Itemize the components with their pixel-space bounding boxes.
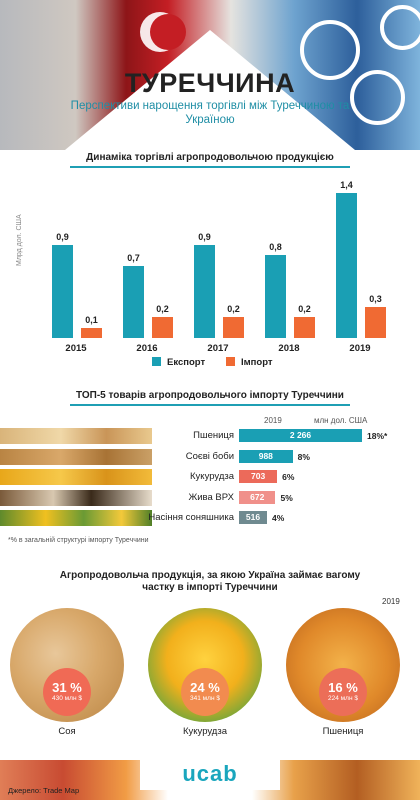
import-bar-2018 — [294, 317, 315, 338]
soy-caption: Соя — [58, 726, 76, 737]
legend-export-swatch — [152, 357, 161, 366]
top5-title: ТОП-5 товарів агропродовольчого імпорту … — [76, 390, 344, 401]
title-underline — [70, 404, 350, 406]
page-title: ТУРЕЧЧИНА — [124, 68, 296, 98]
share-amount: 224 млн $ — [328, 695, 358, 702]
product-label: Пшениця — [193, 430, 234, 441]
top5-unit: млн дол. США — [314, 416, 368, 425]
plate-decoration — [350, 70, 405, 125]
legend-export: Експорт — [152, 357, 205, 368]
export-value-label-2016: 0,7 — [127, 252, 140, 263]
import-value-label-2019: 0,3 — [369, 293, 382, 304]
legend-import: Імпорт — [226, 357, 273, 368]
share-bubble: 16 % 224 млн $ — [319, 668, 367, 716]
export-bar-2017 — [194, 244, 215, 338]
year-tick-2019: 2019 — [349, 343, 371, 354]
import-share-label: 4% — [272, 513, 285, 523]
export-value-label-2019: 1,4 — [340, 180, 353, 190]
product-label: Соєві боби — [185, 450, 234, 462]
export-bar-2016 — [123, 265, 144, 338]
share-percent: 16 % — [328, 680, 358, 695]
export-value-label-2018: 0,8 — [269, 242, 282, 253]
wheat-caption: Пшениця — [322, 726, 364, 737]
import-hbar: 703 — [239, 470, 278, 483]
share-percent: 24 % — [190, 680, 220, 695]
import-hbar: 2 266 — [239, 429, 362, 442]
top5-year: 2019 — [264, 416, 282, 425]
year-tick-2016: 2016 — [136, 343, 158, 354]
import-bar-2015 — [81, 327, 102, 338]
export-value-label-2017: 0,9 — [198, 231, 211, 242]
share-bubble: 31 % 430 млн $ — [43, 668, 91, 716]
export-bar-2015 — [52, 244, 73, 338]
product-label: Кукурудза — [190, 471, 234, 482]
import-value-label-2016: 0,2 — [156, 304, 169, 315]
import-share-label: 5% — [280, 492, 293, 503]
import-hbar: 988 — [239, 449, 293, 463]
product-label: Жива ВРХ — [188, 491, 234, 503]
import-bar-2017 — [223, 317, 244, 338]
import-share-label: 6% — [282, 472, 295, 482]
legend-export-label: Експорт — [167, 357, 206, 368]
import-value-label-2018: 0,2 — [298, 304, 311, 315]
product-photo-strip — [0, 510, 152, 526]
flag-crescent-cutout — [150, 14, 186, 50]
import-bar-2016 — [152, 317, 173, 338]
product-photo-strip — [0, 428, 152, 444]
product-photo-strip — [0, 469, 152, 485]
year-tick-2018: 2018 — [278, 343, 300, 354]
ucab-logo: ucab — [182, 761, 238, 786]
import-value-label-2017: 0,2 — [227, 304, 240, 315]
share-amount: 341 млн $ — [190, 695, 220, 702]
export-bar-2018 — [265, 255, 286, 338]
share-amount: 430 млн $ — [52, 695, 82, 702]
share-section-title: Агропродовольча продукція, за якою Украї… — [59, 570, 361, 593]
plate-decoration — [300, 20, 360, 80]
product-photo-strip — [0, 448, 152, 465]
footnote: *% в загальній структурі імпорту Туреччи… — [8, 537, 149, 544]
import-share-label: 8% — [297, 451, 310, 462]
share-year: 2019 — [382, 597, 400, 606]
export-value-label-2015: 0,9 — [56, 231, 69, 242]
y-axis-label: Млрд дол. США — [16, 214, 23, 266]
year-tick-2017: 2017 — [207, 343, 229, 354]
plate-decoration — [380, 5, 420, 50]
product-label: Насіння соняшника — [148, 512, 234, 523]
share-percent: 31 % — [52, 680, 82, 695]
corn-caption: Кукурудза — [183, 726, 227, 737]
share-bubble: 24 % 341 млн $ — [181, 668, 229, 716]
import-value-label-2015: 0,1 — [85, 314, 98, 325]
logo-backdrop — [140, 758, 280, 790]
import-hbar: 516 — [239, 511, 267, 524]
import-bar-2019 — [365, 306, 386, 338]
title-underline — [70, 166, 350, 168]
trade-chart-title: Динаміка торгівлі агропродовольчою проду… — [86, 152, 334, 163]
legend-import-swatch — [226, 357, 235, 366]
export-bar-2019 — [336, 193, 357, 338]
year-tick-2015: 2015 — [65, 343, 87, 354]
import-hbar: 672 — [239, 490, 276, 504]
legend-import-label: Імпорт — [241, 357, 273, 368]
product-photo-strip — [0, 489, 152, 506]
page-subtitle: Перспективи нарощення торгівлі між Туреч… — [70, 100, 350, 126]
import-share-label: 18%* — [367, 431, 388, 441]
source-note: Джерело: Trade Map — [8, 786, 80, 795]
